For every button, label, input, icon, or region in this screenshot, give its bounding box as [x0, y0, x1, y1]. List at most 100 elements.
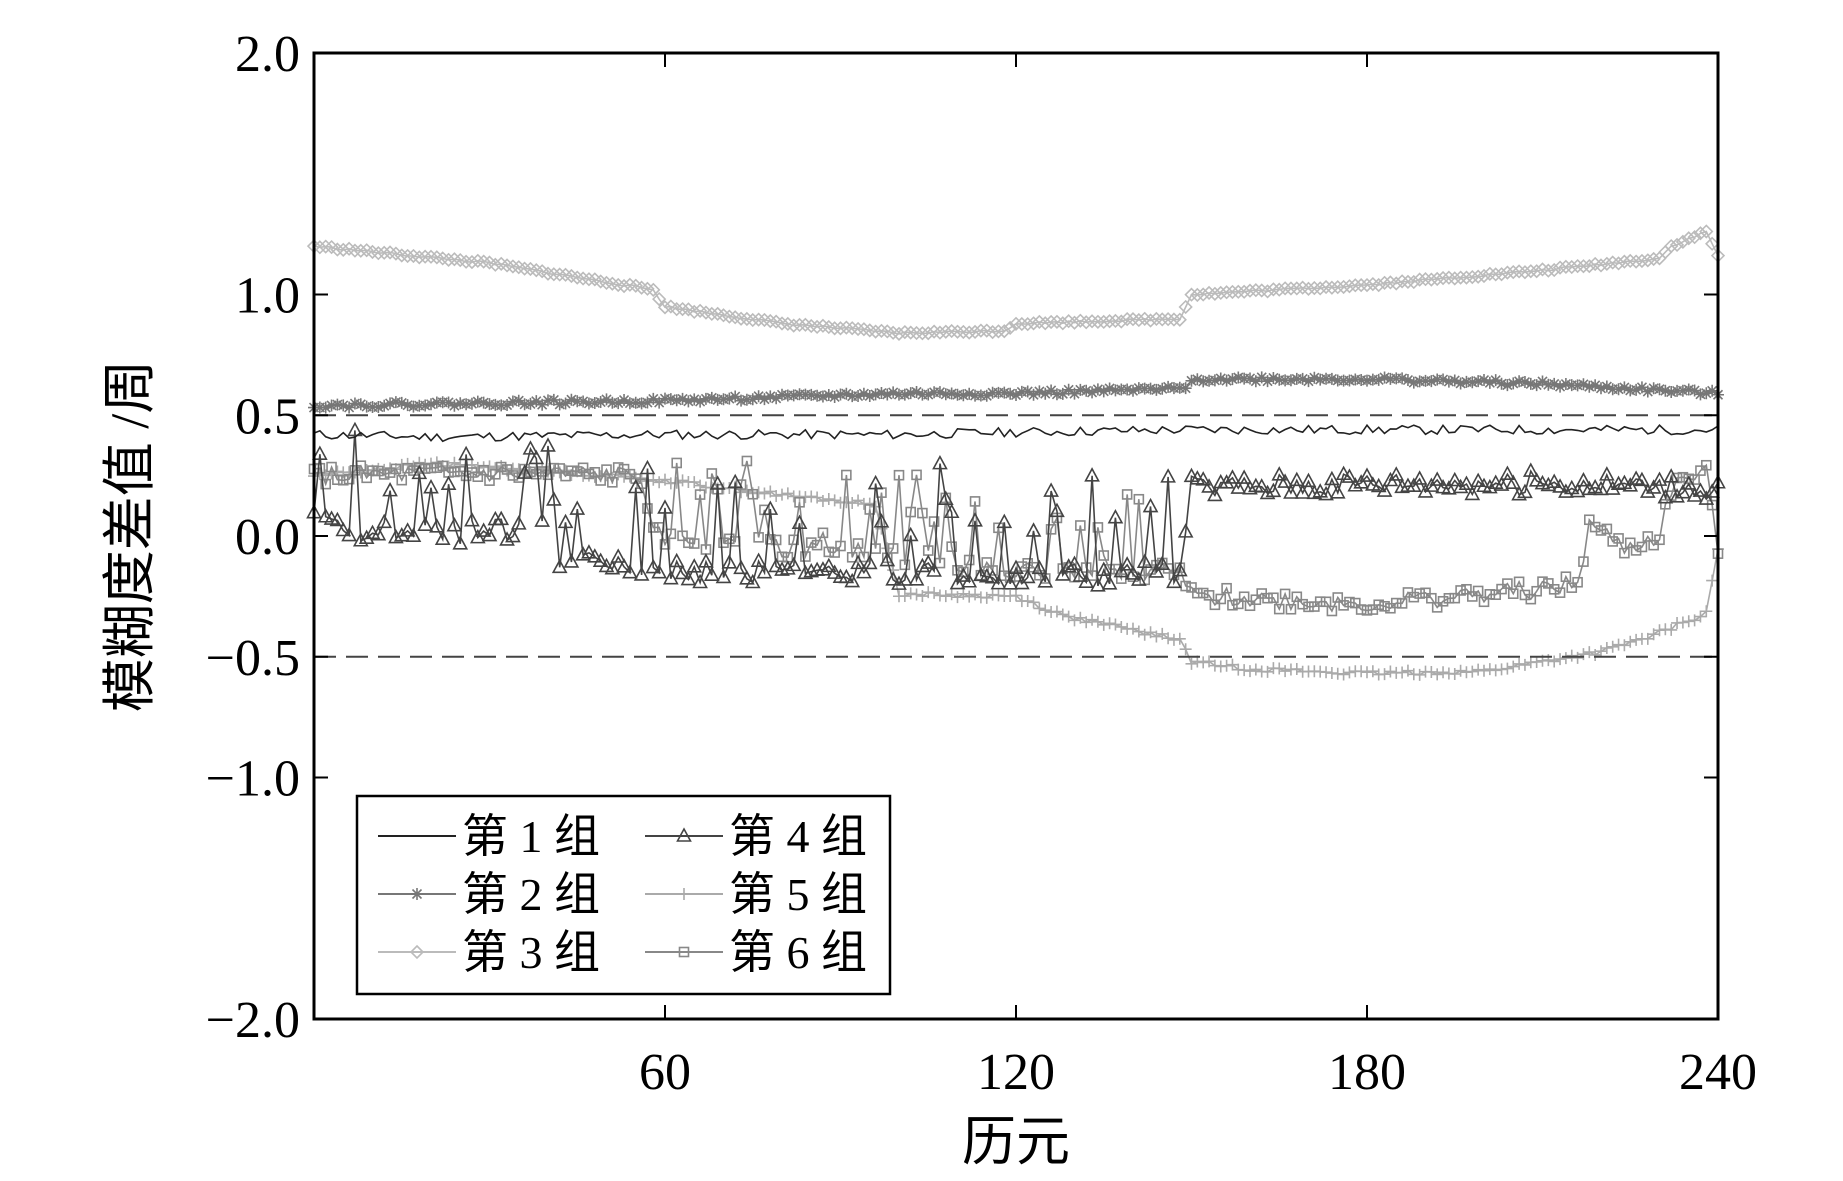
series-4-point	[1347, 477, 1364, 492]
series-3-point	[1038, 316, 1053, 331]
series-6-point	[1408, 591, 1420, 603]
series-4-point	[1037, 573, 1054, 588]
series-2-point	[1396, 372, 1409, 385]
series-4-point	[1107, 509, 1124, 524]
series-3-point	[1313, 281, 1328, 296]
series-3-point	[827, 321, 842, 336]
series-6-point	[601, 464, 612, 475]
series-2-point	[1635, 381, 1648, 394]
series-6-point	[1361, 605, 1373, 616]
series-2-point	[1121, 383, 1134, 396]
series-3-point	[1617, 254, 1632, 269]
series-4-point	[1043, 482, 1059, 497]
series-6-point	[1502, 578, 1513, 589]
y-tick-label: 0.0	[235, 509, 300, 566]
series-5-point	[1489, 664, 1502, 677]
series-2-point	[1483, 376, 1496, 389]
series-2-point	[1308, 371, 1321, 384]
series-3-point	[1102, 314, 1117, 329]
series-6-point	[969, 496, 981, 507]
series-3-point	[962, 325, 977, 340]
series-2-point	[857, 387, 870, 400]
series-3-point	[1430, 271, 1445, 287]
series-6-point	[642, 503, 653, 514]
series-6-point	[1350, 597, 1361, 609]
series-3-point	[1394, 274, 1410, 289]
series-2-point	[506, 395, 519, 408]
series-2-point	[524, 397, 537, 410]
series-2-point	[1466, 376, 1479, 389]
series-5-point	[939, 590, 952, 603]
series-4-point	[616, 558, 632, 573]
series-4-point	[861, 554, 878, 570]
series-4-point	[856, 563, 872, 579]
series-4-point	[739, 570, 755, 585]
series-3-point	[1623, 253, 1638, 269]
series-6-point	[1215, 593, 1227, 605]
series-4-point	[1078, 573, 1095, 588]
series-4-point	[785, 556, 802, 572]
series-5-point	[1507, 660, 1520, 673]
series-5-point	[1091, 615, 1104, 628]
series-4-point	[382, 481, 398, 497]
series-6-point	[320, 478, 332, 490]
series-6-point	[776, 551, 788, 563]
series-5-point	[740, 484, 753, 497]
series-4-point	[698, 553, 714, 568]
series-2-point	[1185, 374, 1198, 387]
series-3-point	[868, 324, 883, 339]
series-6-point	[1227, 599, 1238, 611]
series-4-point	[914, 557, 931, 573]
series-4-point	[932, 454, 948, 470]
series-6-point	[1548, 584, 1560, 595]
series-2-point	[641, 396, 654, 409]
series-2-point	[1267, 371, 1280, 384]
legend-marker	[409, 944, 425, 960]
series-4-point	[1019, 568, 1036, 584]
series-4-point	[692, 573, 708, 589]
series-3-point	[1359, 277, 1375, 293]
series-5-point	[1355, 665, 1368, 678]
series-3-point	[745, 312, 760, 328]
series-2-point	[600, 393, 613, 406]
series-5-point	[980, 591, 993, 604]
series-3-point	[763, 313, 778, 329]
series-3-point	[1207, 286, 1223, 301]
series-6-point	[1619, 547, 1630, 559]
series-6-point	[963, 554, 975, 566]
series-3-point	[1576, 259, 1591, 274]
x-tick-label: 180	[1328, 1044, 1406, 1101]
series-4-point	[1224, 469, 1241, 484]
series-6-point	[1537, 576, 1548, 587]
series-3-point	[347, 243, 363, 258]
series-6-point	[671, 457, 683, 469]
series-5-point	[840, 496, 853, 509]
series-3-point	[997, 324, 1012, 339]
series-5-point	[1361, 666, 1373, 679]
series-6-point	[747, 488, 759, 500]
series-4-point	[838, 568, 855, 584]
series-6-point	[1379, 601, 1390, 612]
series-4-point	[733, 559, 749, 575]
series-4-point	[1558, 483, 1574, 498]
series-4-point	[1569, 482, 1586, 498]
series-6-point	[472, 471, 484, 482]
series-2-point	[840, 387, 853, 400]
series-6-point	[390, 463, 402, 475]
series-5-point	[1290, 663, 1303, 676]
series-4-point	[1546, 473, 1563, 488]
series-3-point	[464, 254, 480, 270]
series-6-point	[490, 468, 501, 480]
series-3-point	[1155, 312, 1170, 327]
series-2-point	[471, 395, 484, 408]
series-5-point	[805, 490, 818, 503]
series-4-point	[1277, 473, 1293, 488]
series-2-point	[1027, 388, 1040, 401]
series-6-point	[1443, 593, 1455, 604]
series-2-point	[1706, 384, 1719, 397]
series-4-point	[1388, 466, 1405, 481]
series-6-point	[361, 472, 372, 484]
series-6-point	[1186, 582, 1197, 593]
legend-marker	[678, 888, 690, 900]
series-6-point	[1467, 591, 1478, 602]
